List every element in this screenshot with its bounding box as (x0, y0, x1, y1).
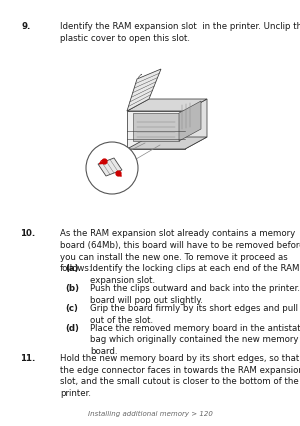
Polygon shape (127, 138, 207, 150)
Polygon shape (127, 100, 207, 112)
Text: (d): (d) (65, 323, 79, 332)
FancyArrowPatch shape (118, 173, 121, 177)
FancyArrowPatch shape (138, 75, 142, 79)
Text: (c): (c) (65, 303, 78, 312)
Text: Hold the new memory board by its short edges, so that
the edge connector faces i: Hold the new memory board by its short e… (60, 353, 300, 397)
Text: 11.: 11. (20, 353, 35, 362)
Polygon shape (127, 70, 161, 112)
Polygon shape (185, 100, 207, 150)
Text: Place the removed memory board in the antistatic
bag which originally contained : Place the removed memory board in the an… (90, 323, 300, 355)
Polygon shape (127, 112, 185, 150)
Text: Identify the locking clips at each end of the RAM
expansion slot.: Identify the locking clips at each end o… (90, 263, 299, 284)
Text: 10.: 10. (20, 228, 35, 237)
Text: (b): (b) (65, 283, 79, 292)
Text: (a): (a) (65, 263, 79, 272)
Text: 9.: 9. (22, 22, 32, 31)
Text: Installing additional memory > 120: Installing additional memory > 120 (88, 410, 212, 416)
Circle shape (86, 143, 138, 195)
FancyArrowPatch shape (100, 161, 103, 164)
Text: Push the clips outward and back into the printer. The
board will pop out slightl: Push the clips outward and back into the… (90, 283, 300, 304)
Polygon shape (133, 114, 179, 142)
Polygon shape (98, 158, 122, 177)
Text: As the RAM expansion slot already contains a memory
board (64Mb), this board wil: As the RAM expansion slot already contai… (60, 228, 300, 273)
Polygon shape (179, 102, 201, 142)
Text: Grip the board firmly by its short edges and pull it
out of the slot.: Grip the board firmly by its short edges… (90, 303, 300, 324)
Text: Identify the RAM expansion slot  in the printer. Unclip the
plastic cover to ope: Identify the RAM expansion slot in the p… (60, 22, 300, 43)
